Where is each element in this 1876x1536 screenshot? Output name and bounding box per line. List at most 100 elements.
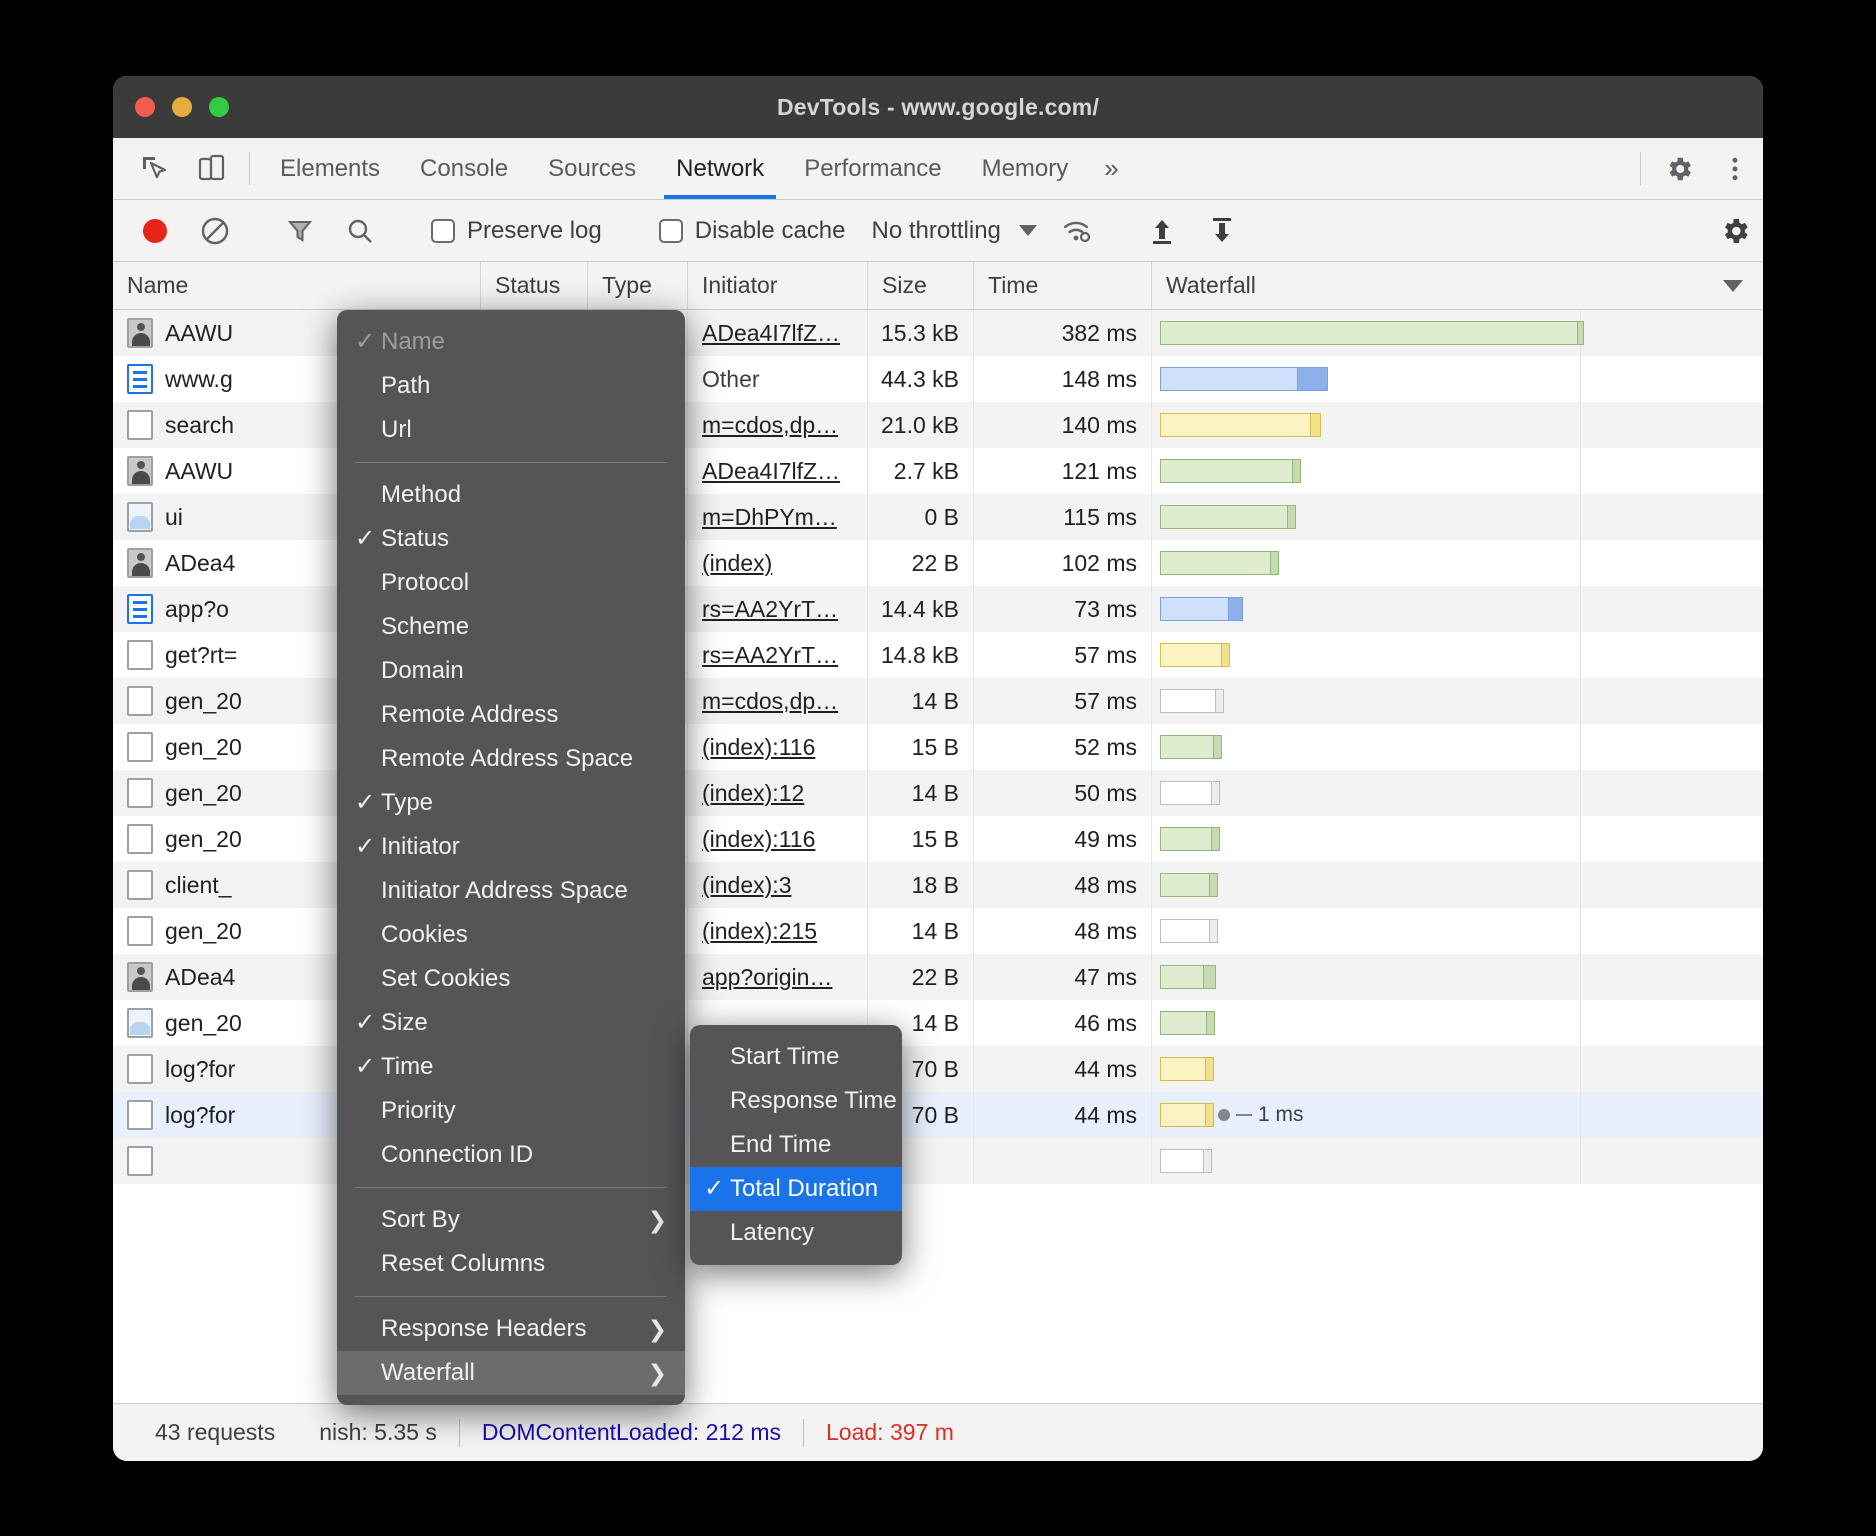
cell-name[interactable]: gen_20 — [113, 724, 481, 770]
cell-name[interactable]: log?for — [113, 1092, 481, 1138]
submenu-item-start-time[interactable]: Start Time — [690, 1035, 902, 1079]
maximize-window-icon[interactable] — [209, 97, 229, 117]
menu-item-status[interactable]: ✓ Status — [337, 517, 685, 561]
cell-name[interactable]: get?rt= — [113, 632, 481, 678]
close-window-icon[interactable] — [135, 97, 155, 117]
initiator-link[interactable]: (index):116 — [702, 825, 816, 852]
menu-item-domain[interactable]: Domain — [337, 649, 685, 693]
cell-initiator[interactable]: rs=AA2YrT… — [688, 586, 868, 632]
submenu-item-response-time[interactable]: Response Time — [690, 1079, 902, 1123]
initiator-link[interactable]: rs=AA2YrT… — [702, 595, 839, 622]
initiator-link[interactable]: rs=AA2YrT… — [702, 641, 839, 668]
menu-item-path[interactable]: Path — [337, 364, 685, 408]
cell-initiator[interactable]: (index):12 — [688, 770, 868, 816]
preserve-log-checkbox[interactable]: Preserve log — [417, 217, 616, 245]
initiator-link[interactable]: m=cdos,dp… — [702, 411, 839, 438]
menu-item-url[interactable]: Url — [337, 408, 685, 452]
clear-button[interactable] — [187, 200, 243, 262]
cell-initiator[interactable]: (index):3 — [688, 862, 868, 908]
upload-har-icon[interactable] — [1134, 200, 1190, 262]
menu-item-remote-address[interactable]: Remote Address — [337, 693, 685, 737]
submenu-item-latency[interactable]: Latency — [690, 1211, 902, 1255]
cell-initiator[interactable]: (index) — [688, 540, 868, 586]
initiator-link[interactable]: ADea4I7lfZ… — [702, 319, 841, 346]
cell-name[interactable]: app?o — [113, 586, 481, 632]
preserve-log-box[interactable] — [431, 218, 455, 243]
column-context-menu[interactable]: ✓ Name Path Url Method ✓ Status Protocol Scheme D… — [337, 310, 685, 1405]
menu-item-connection-id[interactable]: Connection ID — [337, 1133, 685, 1177]
device-toolbar-icon[interactable] — [183, 138, 239, 199]
cell-initiator[interactable]: Other — [688, 356, 868, 402]
cell-initiator[interactable]: app?origin… — [688, 954, 868, 1000]
menu-item-protocol[interactable]: Protocol — [337, 561, 685, 605]
initiator-link[interactable]: app?origin… — [702, 963, 833, 990]
initiator-link[interactable]: m=cdos,dp… — [702, 687, 839, 714]
cell-name[interactable]: gen_20 — [113, 678, 481, 724]
initiator-link[interactable]: (index) — [702, 549, 773, 576]
initiator-link[interactable]: (index):3 — [702, 871, 792, 898]
inspect-element-icon[interactable] — [127, 138, 183, 199]
cell-name[interactable]: AAWU — [113, 310, 481, 356]
menu-item-waterfall[interactable]: Waterfall ❯ — [337, 1351, 685, 1395]
initiator-link[interactable]: m=DhPYm… — [702, 503, 837, 530]
submenu-item-total-duration[interactable]: ✓ Total Duration — [690, 1167, 902, 1211]
menu-item-size[interactable]: ✓ Size — [337, 1001, 685, 1045]
more-tabs-button[interactable]: » — [1104, 153, 1119, 183]
disable-cache-box[interactable] — [658, 218, 683, 243]
menu-item-name[interactable]: ✓ Name — [337, 320, 685, 364]
tab-sources[interactable]: Sources — [528, 138, 656, 199]
cell-name[interactable]: gen_20 — [113, 770, 481, 816]
tab-performance[interactable]: Performance — [784, 138, 961, 199]
submenu-item-end-time[interactable]: End Time — [690, 1123, 902, 1167]
tab-elements[interactable]: Elements — [260, 138, 400, 199]
waterfall-submenu[interactable]: Start Time Response Time End Time ✓ Total Du… — [690, 1025, 902, 1265]
initiator-link[interactable]: (index):116 — [702, 733, 816, 760]
column-header-time[interactable]: Time — [974, 262, 1152, 309]
cell-name[interactable]: ADea4 — [113, 954, 481, 1000]
cell-name[interactable]: client_ — [113, 862, 481, 908]
tab-console[interactable]: Console — [400, 138, 528, 199]
throttling-select[interactable]: No throttling — [863, 217, 1044, 245]
cell-initiator[interactable]: (index):116 — [688, 724, 868, 770]
cell-name[interactable]: gen_20 — [113, 1000, 481, 1046]
waterfall-sort-icon[interactable] — [1723, 279, 1743, 292]
menu-item-reset-columns[interactable]: Reset Columns — [337, 1242, 685, 1286]
kebab-menu-icon[interactable] — [1707, 138, 1763, 199]
column-header-initiator[interactable]: Initiator — [688, 262, 868, 309]
tab-network[interactable]: Network — [656, 138, 784, 199]
tab-memory[interactable]: Memory — [962, 138, 1089, 199]
menu-item-remote-address-space[interactable]: Remote Address Space — [337, 737, 685, 781]
menu-item-cookies[interactable]: Cookies — [337, 913, 685, 957]
menu-item-type[interactable]: ✓ Type — [337, 781, 685, 825]
filter-button[interactable] — [272, 200, 328, 262]
menu-item-initiator[interactable]: ✓ Initiator — [337, 825, 685, 869]
column-header-size[interactable]: Size — [868, 262, 974, 309]
cell-initiator[interactable]: rs=AA2YrT… — [688, 632, 868, 678]
cell-initiator[interactable]: m=cdos,dp… — [688, 402, 868, 448]
initiator-link[interactable]: (index):215 — [702, 917, 818, 944]
cell-initiator[interactable]: m=DhPYm… — [688, 494, 868, 540]
menu-item-initiator-address-space[interactable]: Initiator Address Space — [337, 869, 685, 913]
menu-item-method[interactable]: Method — [337, 473, 685, 517]
cell-initiator[interactable]: m=cdos,dp… — [688, 678, 868, 724]
menu-item-sort-by[interactable]: Sort By ❯ — [337, 1198, 685, 1242]
cell-name[interactable]: ADea4 — [113, 540, 481, 586]
cell-name[interactable]: search — [113, 402, 481, 448]
cell-initiator[interactable]: ADea4I7lfZ… — [688, 448, 868, 494]
record-button[interactable] — [127, 200, 183, 262]
menu-item-time[interactable]: ✓ Time — [337, 1045, 685, 1089]
cell-initiator[interactable]: (index):116 — [688, 816, 868, 862]
disable-cache-checkbox[interactable]: Disable cache — [645, 217, 860, 245]
menu-item-response-headers[interactable]: Response Headers ❯ — [337, 1307, 685, 1351]
column-header-status[interactable]: Status — [481, 262, 588, 309]
menu-item-scheme[interactable]: Scheme — [337, 605, 685, 649]
menu-item-set-cookies[interactable]: Set Cookies — [337, 957, 685, 1001]
initiator-link[interactable]: ADea4I7lfZ… — [702, 457, 841, 484]
search-button[interactable] — [332, 200, 388, 262]
settings-gear-icon[interactable] — [1707, 200, 1763, 262]
gear-icon[interactable] — [1651, 138, 1707, 199]
cell-initiator[interactable] — [688, 1000, 868, 1046]
cell-initiator[interactable]: (index):215 — [688, 908, 868, 954]
minimize-window-icon[interactable] — [172, 97, 192, 117]
cell-name[interactable]: gen_20 — [113, 816, 481, 862]
